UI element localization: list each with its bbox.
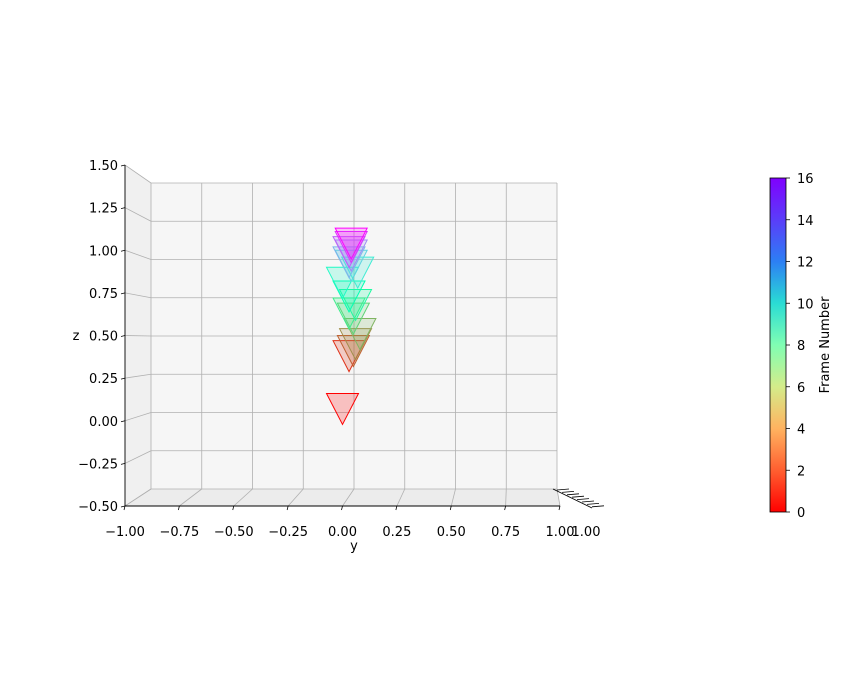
z-tick-label: 0.75 [89,287,118,302]
depth-tick-label: 1.00 [572,525,601,540]
frame-marker [338,328,373,361]
x-tick-mark [286,505,289,511]
x-tick-label: −0.50 [214,525,254,540]
grid-line-floor [233,488,253,507]
x-tick-mark [177,505,180,511]
frame-marker [334,227,369,261]
grid-line-side [124,412,152,422]
colorbar-tick-label: 8 [797,339,805,354]
z-tick-label: −0.25 [78,457,118,472]
depth-tick-mark [571,495,585,498]
x-tick-mark [232,505,235,511]
z-tick-mark [120,377,126,380]
x-tick-labels: −1.00 −0.75 −0.50 −0.25 0.00 0.25 0.50 0.75 1.00 [105,505,575,540]
z-tick-label: 0.00 [89,415,118,430]
x-tick-label: 0.75 [491,525,520,540]
z-tick-mark [120,249,126,252]
grid-line-floor [179,488,202,507]
z-tick-mark [120,462,126,465]
z-tick-label: −0.50 [78,500,118,515]
z-tick-mark [120,292,126,295]
grid-line-floor [556,488,561,507]
grid-line-side [124,249,152,260]
colorbar-tick-label: 10 [797,297,814,312]
depth-tick-mark [556,488,570,491]
colorbar-tick-label: 0 [797,506,805,521]
frame-marker [338,288,373,322]
x-tick-label: 0.00 [328,525,357,540]
frame-marker [332,246,366,279]
x-axis-label: y [350,539,358,554]
z-tick-mark [120,207,126,210]
grid-line-floor [287,488,304,507]
y-axis-label: z [73,329,80,344]
x-tick-mark [558,505,561,511]
depth-tick-mark [561,491,575,493]
colorbar-ticks: 0 2 4 6 8 10 12 14 16 [786,172,814,521]
x-tick-label: −0.25 [268,525,308,540]
x-tick-mark [123,505,126,511]
frame-marker [343,317,377,351]
colorbar: 0 2 4 6 8 10 12 14 16 Frame Number [769,172,833,521]
x-tick-mark [341,505,343,511]
marker-series [325,227,377,426]
depth-axis-line [552,488,593,509]
z-tick-label: 1.25 [89,202,118,217]
grid-line-side [124,292,152,299]
grid-line-side [124,488,152,507]
depth-tick-mark [586,503,600,505]
colorbar-tick-label: 16 [797,172,814,187]
x-tick-label: −0.75 [159,525,199,540]
colorbar-tick-label: 14 [797,214,814,229]
z-tick-mark [120,505,126,508]
depth-tick-mark [581,500,595,503]
depth-axis: 1.00 [556,488,605,540]
depth-tick-mark [566,493,580,496]
depth-tick-mark [591,505,605,508]
grid-line-side [124,207,152,222]
x-tick-label: 0.25 [382,525,411,540]
grid-line-side [124,335,152,337]
frame-marker [332,297,366,331]
grid-line-side [124,164,152,184]
x-tick-label: 0.50 [437,525,466,540]
grid-line-floor [450,488,456,507]
x-tick-mark [504,505,507,511]
z-tick-label: 0.50 [89,330,118,345]
x-tick-mark [395,505,398,511]
z-tick-mark [120,420,126,423]
z-tick-mark [120,335,126,337]
z-tick-label: 1.50 [89,159,118,174]
depth-tick-mark [576,498,590,500]
z-tick-mark [120,164,126,167]
colorbar-label: Frame Number [818,296,833,394]
frame-marker [325,392,360,426]
grid-line-side [124,373,152,379]
grid-line-floor [396,488,406,507]
frame-marker [336,335,371,368]
grid-line-floor [342,488,355,507]
y-tick-labels: −0.50 −0.25 0.00 0.25 0.50 0.75 1.00 1.25 1.50 [78,159,126,515]
colorbar-tick-label: 2 [797,464,805,479]
x-tick-label: 1.00 [546,525,575,540]
grid-line-side [124,450,152,464]
floor-pane [125,489,560,506]
colorbar-tick-label: 6 [797,381,805,396]
z-tick-label: 1.00 [89,244,118,259]
frame-marker [340,256,375,290]
frame-marker [334,230,369,264]
z-tick-label: 0.25 [89,372,118,387]
x-tick-label: −1.00 [105,525,145,540]
colorbar-tick-label: 4 [797,423,805,438]
colorbar-gradient [769,177,787,513]
grid-line-floor [505,488,507,507]
colorbar-tick-label: 12 [797,256,814,271]
x-tick-mark [449,505,452,511]
